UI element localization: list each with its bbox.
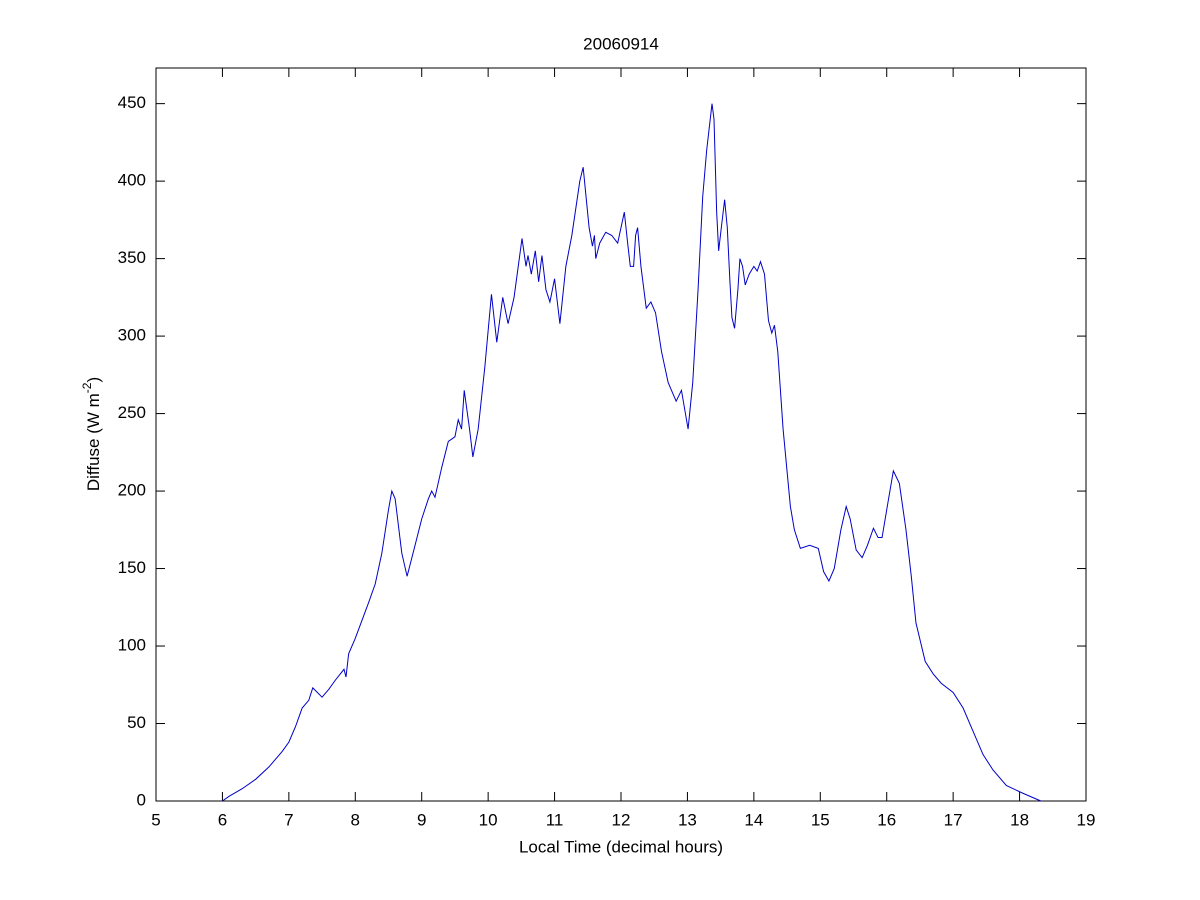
x-tick-label: 7 [284,810,293,829]
chart-title: 20060914 [583,34,659,53]
x-tick-label: 8 [351,810,360,829]
y-axis-label-suffix: ) [84,377,103,383]
y-tick-label: 100 [118,636,146,655]
y-tick-label: 450 [118,93,146,112]
y-tick-label: 200 [118,481,146,500]
x-tick-label: 18 [1010,810,1029,829]
y-axis-label-superscript: -2 [80,382,94,393]
data-line [222,103,1042,802]
y-tick-label: 150 [118,558,146,577]
x-tick-label: 13 [678,810,697,829]
x-tick-label: 5 [151,810,160,829]
x-axis-label: Local Time (decimal hours) [519,837,723,856]
x-tick-label: 17 [944,810,963,829]
y-tick-label: 350 [118,248,146,267]
y-axis-label-text: Diffuse (W m [84,393,103,491]
x-tick-label: 14 [744,810,763,829]
axes-box [155,67,1087,802]
y-tick-label: 0 [137,790,146,809]
x-tick-label: 10 [479,810,498,829]
y-tick-label: 250 [118,403,146,422]
y-tick-label: 400 [118,171,146,190]
y-tick-label: 50 [127,713,146,732]
x-tick-label: 11 [546,810,564,829]
x-tick-label: 16 [877,810,896,829]
y-axis-label: Diffuse (W m-2) [80,377,103,491]
x-tick-label: 9 [417,810,426,829]
y-tick-label: 300 [118,326,146,345]
x-tick-label: 15 [811,810,830,829]
x-tick-label: 19 [1077,810,1096,829]
x-tick-label: 6 [218,810,227,829]
x-tick-label: 12 [612,810,631,829]
